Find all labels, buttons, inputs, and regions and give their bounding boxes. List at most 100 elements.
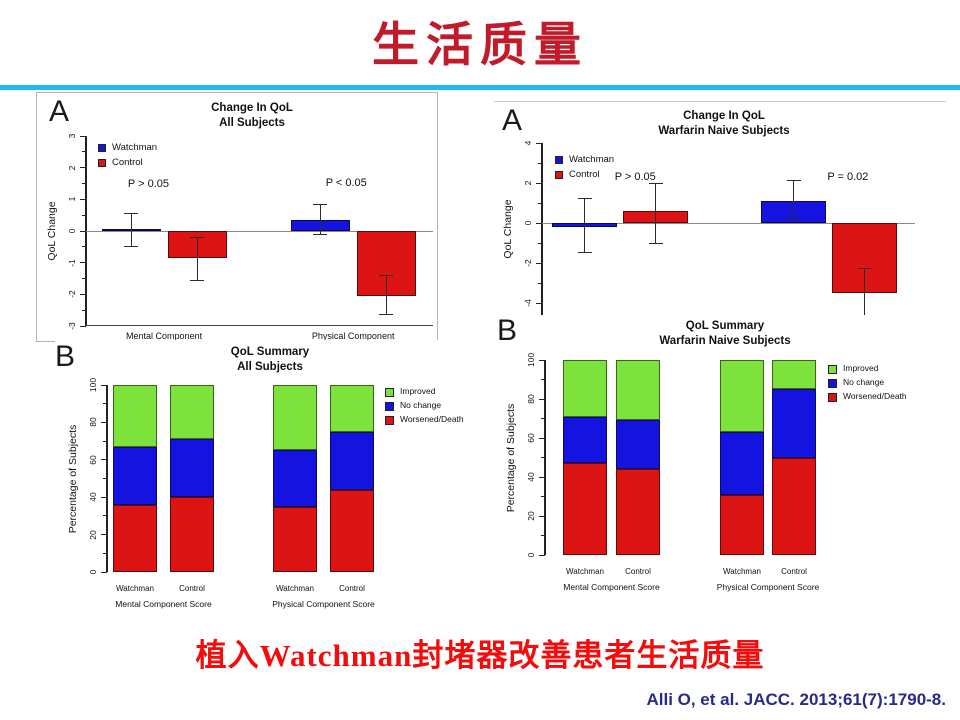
x-bar-label: Watchman — [116, 584, 154, 593]
error-cap — [577, 251, 592, 253]
error-cap — [124, 246, 139, 248]
y-tick — [541, 457, 545, 458]
y-tick — [536, 262, 542, 264]
y-tick — [539, 398, 545, 400]
y-tick — [103, 440, 107, 442]
error-bar — [130, 213, 132, 247]
y-tick — [82, 151, 86, 153]
y-tick — [80, 198, 86, 200]
y-tick — [82, 278, 86, 279]
y-tick — [80, 230, 86, 232]
x-group-label: Physical Component Score — [272, 599, 375, 609]
y-tick — [101, 459, 107, 461]
legend-swatch-control — [555, 171, 563, 179]
segment-no-change — [330, 431, 374, 490]
x-group-label: Mental Component — [126, 331, 203, 341]
error-cap — [857, 267, 872, 269]
y-tick — [101, 571, 107, 573]
error-cap — [379, 274, 394, 276]
error-bar — [793, 180, 795, 218]
segment-worsened-death — [772, 457, 816, 555]
x-bar-label: Watchman — [723, 567, 761, 576]
y-tick-label: -2 — [523, 259, 533, 267]
x-bar-label: Control — [179, 584, 205, 593]
error-cap — [190, 279, 205, 281]
plot-area: 0 20 40 60 80 100 Percentage of Subjects Watchm… — [505, 353, 907, 592]
chart-subtitle: All Subjects — [237, 360, 303, 373]
error-cap — [124, 213, 139, 215]
y-tick — [539, 554, 545, 556]
y-tick-label: 20 — [526, 511, 536, 521]
legend-label: Watchman — [112, 142, 158, 153]
y-tick-label: 2 — [523, 180, 533, 186]
segment-worsened-death — [170, 497, 214, 572]
legend-swatch-no-change — [385, 402, 394, 411]
legend-label: Control — [112, 157, 143, 168]
segment-improved — [273, 385, 317, 451]
y-tick-label: 0 — [88, 569, 98, 575]
x-group-label: Mental Component Score — [563, 582, 660, 592]
p-value-label: P > 0.05 — [614, 171, 656, 183]
segment-no-change — [113, 446, 157, 505]
title-divider — [0, 85, 960, 90]
y-tick — [539, 359, 545, 361]
legend-label: Improved — [400, 386, 436, 396]
segment-worsened-death — [113, 504, 157, 572]
legend-swatch-watchman — [555, 156, 563, 164]
y-tick — [539, 515, 545, 517]
segment-worsened-death — [563, 463, 607, 555]
y-tick-label: 80 — [88, 417, 98, 428]
y-tick — [80, 325, 86, 327]
y-tick-label: -2 — [67, 290, 77, 299]
y-tick — [538, 202, 542, 204]
segment-no-change — [170, 439, 214, 498]
legend-swatch-worsened-death — [385, 416, 394, 425]
error-cap — [190, 236, 205, 238]
panel-letter: A — [502, 104, 523, 137]
chart-title: QoL Summary — [230, 346, 310, 358]
legend-label: Worsened/Death — [400, 414, 464, 424]
y-tick — [536, 302, 542, 304]
chart-title-block: Change In QoL Warfarin Naive Subjects — [599, 109, 849, 139]
y-axis-title: Percentage of Subjects — [505, 403, 517, 512]
error-bar — [655, 183, 657, 243]
y-tick — [82, 246, 86, 248]
y-tick — [101, 534, 107, 536]
y-tick-label: 0 — [526, 552, 536, 558]
chart-panel-change-qol-all: A Change In QoL All Subjects 3 2 1 0 -1 -2 -3 Q… — [36, 92, 438, 342]
plot-area: 0 20 40 60 80 100 Percentage of Subjects Watchm… — [67, 378, 464, 609]
zero-line — [86, 230, 433, 232]
y-axis-title: QoL Change — [46, 201, 58, 261]
chart-panel-qol-summary-warfarin-naive: B QoL Summary Warfarin Naive Subjects 0 2… — [495, 315, 947, 620]
segment-improved — [720, 360, 764, 433]
chart-subtitle: All Subjects — [219, 116, 285, 129]
y-tick — [538, 282, 542, 284]
y-tick-label: 40 — [88, 492, 98, 502]
y-tick-label: 80 — [526, 394, 536, 404]
y-tick-label: 20 — [88, 529, 98, 540]
p-value-label: P > 0.05 — [127, 178, 169, 191]
error-cap — [648, 182, 663, 184]
segment-improved — [772, 360, 816, 390]
y-tick — [103, 515, 107, 517]
y-tick — [103, 552, 107, 554]
y-tick-label: 2 — [67, 165, 77, 171]
y-tick — [80, 262, 86, 264]
y-tick — [536, 222, 542, 224]
chart-title: QoL Summary — [685, 320, 765, 332]
error-cap — [786, 217, 801, 219]
y-tick — [101, 421, 107, 423]
segment-no-change — [772, 389, 816, 458]
y-tick — [536, 182, 542, 184]
y-tick — [538, 242, 542, 244]
chart-title-block: Change In QoL All Subjects — [127, 101, 377, 131]
x-bar-label: Control — [781, 567, 807, 576]
y-tick — [541, 379, 545, 380]
x-group-label: Mental Component Score — [115, 599, 212, 609]
legend-swatch-improved — [385, 388, 394, 397]
y-tick-label: -1 — [67, 258, 77, 267]
y-tick — [80, 167, 86, 169]
segment-worsened-death — [330, 489, 374, 572]
citation-text: Alli O, et al. JACC. 2013;61(7):1790-8. — [646, 690, 946, 709]
